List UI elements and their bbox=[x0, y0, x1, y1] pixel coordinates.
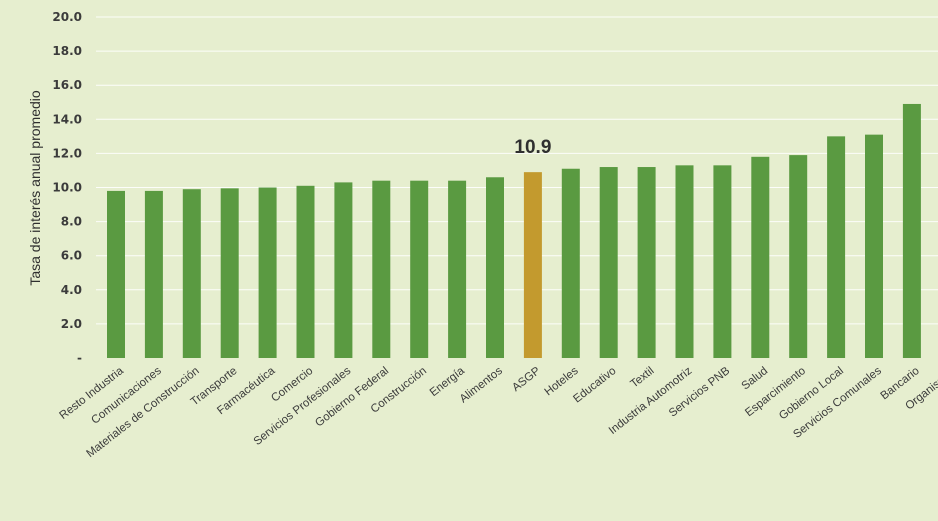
bar-salud bbox=[751, 156, 770, 358]
bar-resto-industria bbox=[107, 190, 125, 358]
x-tick-label: Gobierno Local bbox=[777, 365, 846, 422]
y-tick-label: 12.0 bbox=[52, 146, 82, 160]
bar-comercio bbox=[296, 185, 315, 358]
y-tick-label: 18.0 bbox=[52, 44, 82, 58]
y-tick-label: - bbox=[77, 351, 82, 365]
y-tick-label: 4.0 bbox=[61, 283, 82, 297]
y-tick-label: 8.0 bbox=[61, 215, 82, 229]
bar-asgp bbox=[523, 172, 542, 358]
bar-educativo bbox=[599, 167, 618, 358]
y-tick-label: 2.0 bbox=[61, 317, 82, 331]
bar-esparcimiento bbox=[789, 155, 808, 358]
bar-gobierno-local bbox=[827, 136, 846, 358]
x-tick-label: Salud bbox=[740, 365, 771, 393]
bar-textil bbox=[637, 167, 656, 358]
bar-farmac-utica bbox=[258, 187, 277, 358]
x-tick-label: Educativo bbox=[571, 365, 618, 406]
x-tick-label: Resto Industria bbox=[57, 365, 126, 422]
y-axis-title: Tasa de interés anual promedio bbox=[27, 90, 43, 286]
bar-materiales-de-construcci-n bbox=[182, 189, 201, 358]
bar-bancario bbox=[902, 103, 921, 358]
x-axis-labels: Resto IndustriaComunicacionesMateriales … bbox=[57, 365, 938, 461]
bar-transporte bbox=[220, 188, 239, 358]
x-tick-label: Textil bbox=[628, 365, 656, 391]
data-label: 10.9 bbox=[514, 137, 551, 158]
y-tick-label: 14.0 bbox=[52, 112, 82, 126]
x-tick-label: ASGP bbox=[510, 365, 543, 394]
bar-servicios-profesionales bbox=[334, 182, 353, 358]
bars bbox=[107, 103, 921, 358]
bar-comunicaciones bbox=[144, 190, 163, 358]
y-tick-label: 6.0 bbox=[61, 249, 82, 263]
bar-hoteles bbox=[561, 168, 580, 358]
bar-industria-automotriz bbox=[675, 165, 694, 358]
bar-servicios-comunales bbox=[865, 134, 883, 358]
bar-alimentos bbox=[486, 177, 504, 358]
y-tick-label: 10.0 bbox=[52, 181, 82, 195]
y-tick-label: 20.0 bbox=[52, 10, 82, 24]
bar-gobierno-federal bbox=[372, 180, 391, 358]
annotations: 10.9 bbox=[514, 137, 551, 158]
bar-energ-a bbox=[448, 180, 467, 358]
bar-servicios-pnb bbox=[713, 165, 732, 358]
y-tick-label: 16.0 bbox=[52, 78, 82, 92]
x-tick-label: Alimentos bbox=[458, 365, 505, 406]
y-axis-ticks: - 2.0 4.0 6.0 8.0 10.0 12.0 14.0 16.0 18.0 20.0 bbox=[52, 10, 82, 365]
bar-construcci-n bbox=[410, 180, 429, 358]
